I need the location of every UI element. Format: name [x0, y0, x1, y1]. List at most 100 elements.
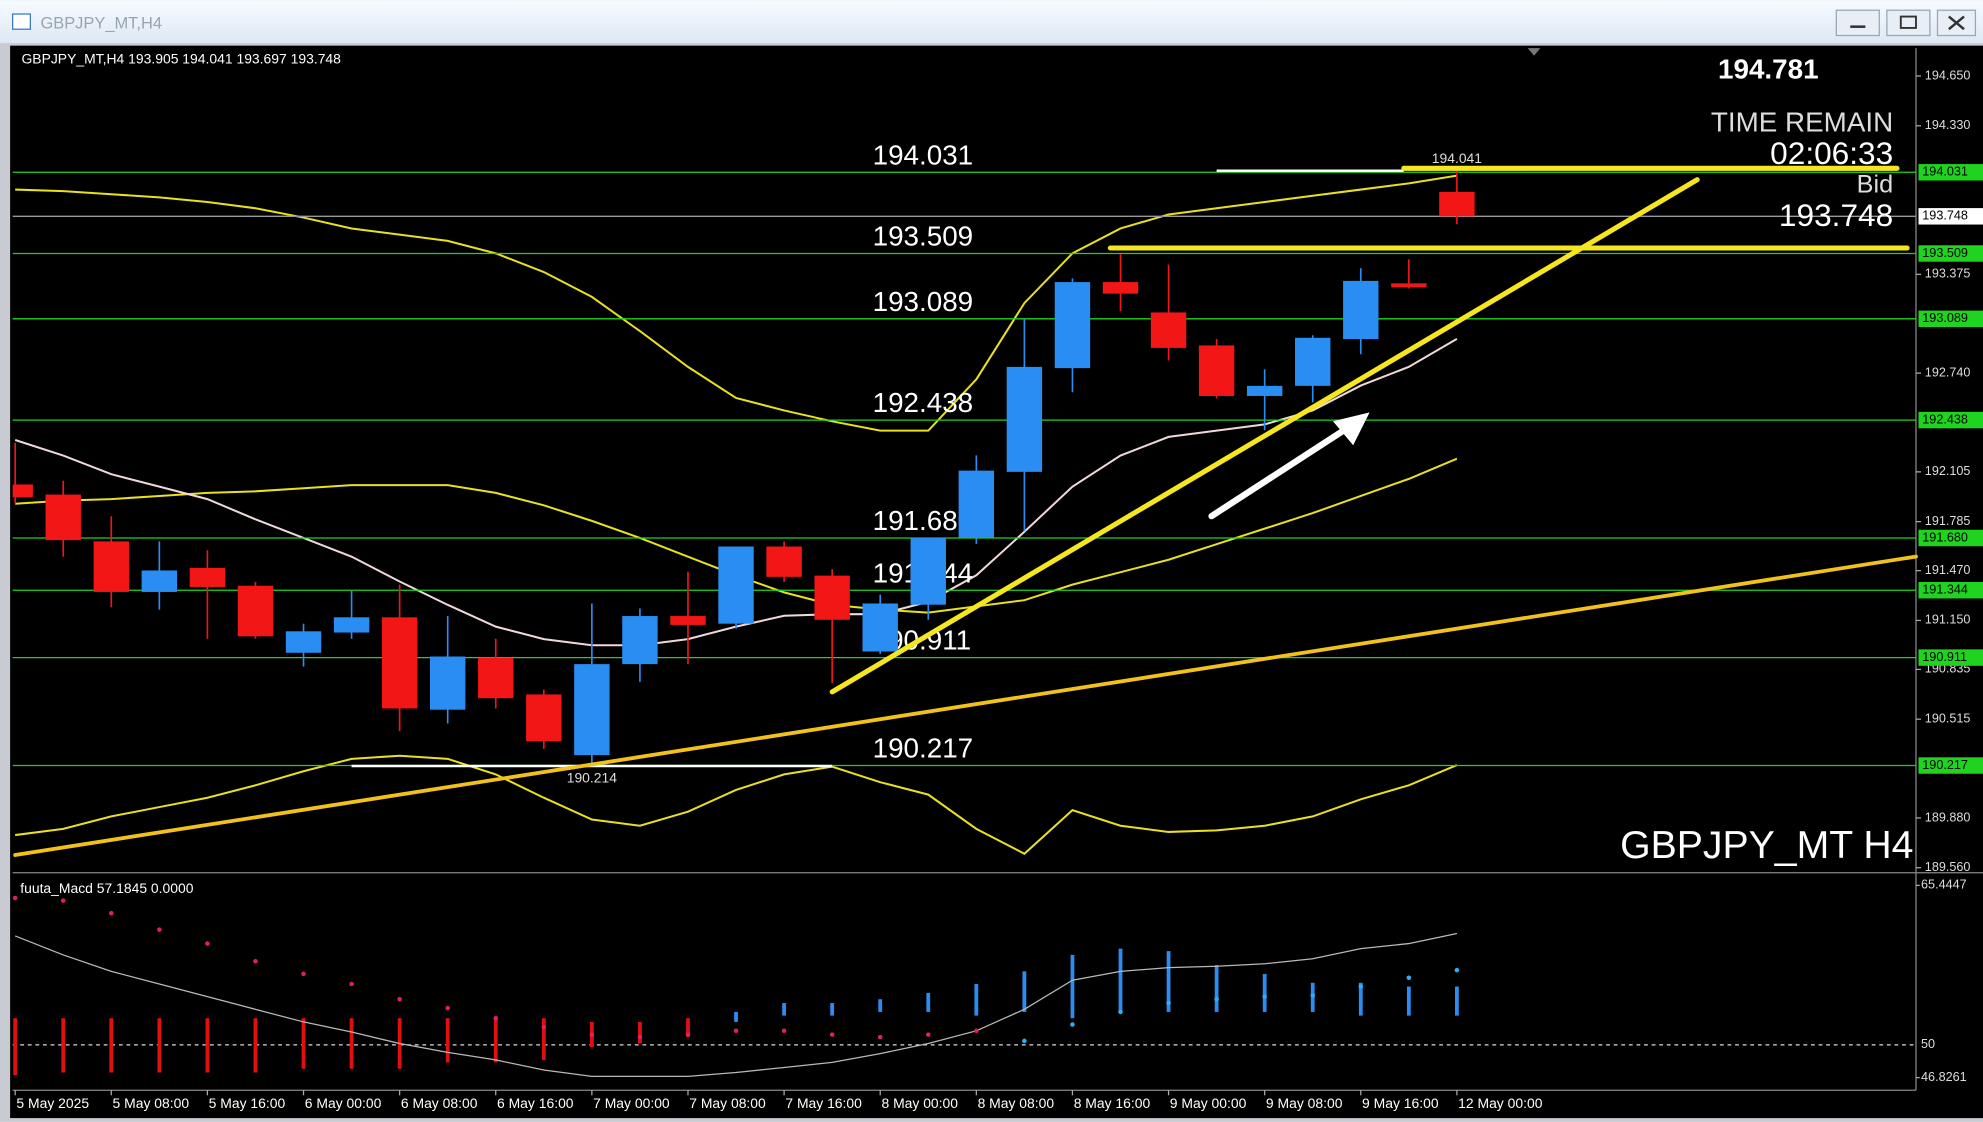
candle-body: [718, 546, 754, 624]
candle-body: [1054, 282, 1091, 369]
shift-marker: [1527, 48, 1541, 56]
macd-dot: [349, 981, 354, 987]
macd-dot: [1454, 967, 1460, 973]
header-high: 194.041: [182, 50, 233, 66]
minimize-button[interactable]: [1835, 9, 1880, 37]
candle-body: [574, 664, 610, 756]
macd-dot: [397, 996, 402, 1002]
macd-dot: [1262, 994, 1267, 999]
level-axis-label: 192.438: [1922, 412, 1968, 426]
candle-body: [1295, 337, 1331, 386]
y-tick-label: 193.375: [1925, 267, 1971, 281]
bid-value: 193.748: [1779, 197, 1893, 233]
x-tick-label: 5 May 08:00: [113, 1095, 190, 1111]
level-label: 192.438: [873, 387, 974, 418]
x-tick-label: 8 May 16:00: [1074, 1095, 1151, 1111]
y-tick-label: 194.650: [1925, 68, 1971, 82]
macd-dot: [205, 941, 210, 946]
macd-dot: [781, 1028, 787, 1034]
chart-header: GBPJPY_MT,H4 193.905 194.041 193.697 193…: [21, 50, 341, 66]
macd-dot: [829, 1032, 835, 1037]
macd-readout: 0.0000: [151, 880, 194, 896]
level-label: 191.680: [873, 505, 974, 536]
level-axis-box: [1918, 649, 1983, 666]
macd-bar: [926, 992, 931, 1012]
candle-body: [814, 575, 850, 620]
header-low: 193.697: [236, 50, 287, 66]
indicator-line: [15, 754, 1458, 855]
macd-bar: [1118, 948, 1123, 1012]
macd-bar: [686, 1018, 690, 1038]
candle-body: [141, 570, 178, 592]
y-tick-label: 189.880: [1925, 810, 1971, 824]
macd-bar: [157, 1018, 162, 1073]
x-tick-label: 5 May 2025: [16, 1095, 89, 1111]
macd-bar: [782, 1003, 786, 1016]
arrow-head: [1332, 412, 1370, 446]
x-tick-label: 6 May 00:00: [305, 1095, 382, 1111]
macd-dot: [974, 1028, 979, 1034]
x-tick-label: 7 May 16:00: [785, 1095, 862, 1111]
macd-dot: [1166, 1000, 1171, 1006]
level-axis-box: [1918, 411, 1983, 429]
macd-bar: [1070, 954, 1075, 1019]
candle-body: [910, 537, 946, 605]
macd-dot: [877, 1034, 883, 1040]
title-bar: [0, 0, 1983, 44]
macd-dot: [301, 971, 306, 977]
macd-bar: [1214, 965, 1219, 1012]
indicator-line: [15, 174, 1458, 432]
candle-body: [1343, 280, 1379, 340]
macd-bar: [1358, 982, 1363, 1016]
macd-dot: [1118, 1009, 1123, 1015]
level-axis-box: [1918, 164, 1983, 181]
y-tick-label: 191.150: [1925, 613, 1971, 627]
x-tick-label: 7 May 00:00: [593, 1095, 670, 1111]
macd-bar: [1455, 986, 1459, 1016]
trendlines: [13, 165, 1918, 857]
macd-bar: [61, 1018, 66, 1073]
candle-body: [526, 694, 562, 742]
macd-dot: [157, 927, 162, 932]
macd-dot: [1022, 1038, 1027, 1044]
macd-tick-label: 46.8261: [1921, 1070, 1967, 1084]
x-tick-label: 8 May 00:00: [881, 1095, 958, 1111]
y-tick-label: 190.515: [1925, 712, 1971, 726]
candle-body: [478, 657, 514, 699]
y-tick-label: 192.105: [1925, 464, 1971, 478]
macd-dot: [685, 1032, 691, 1037]
macd-dot: [445, 1005, 450, 1011]
candle-body: [1006, 366, 1043, 472]
x-tick-label: 6 May 16:00: [497, 1095, 574, 1111]
x-tick-label: 9 May 08:00: [1266, 1095, 1343, 1111]
macd-tick-label: 65.4447: [1921, 878, 1967, 892]
time-remain: 02:06:33: [1770, 135, 1893, 171]
candle-body: [1439, 191, 1475, 217]
bid-axis-label: 193.748: [1922, 209, 1968, 223]
candle-body: [766, 546, 802, 577]
trendline: [829, 177, 1700, 695]
macd-bar: [205, 1018, 210, 1073]
level-label: 193.509: [873, 221, 974, 252]
macd-bar: [974, 984, 979, 1016]
bid-label: Bid: [1857, 171, 1894, 199]
macd-header: fuuta_Macd 57.1845 0.0000: [20, 880, 194, 896]
macd-dot: [589, 1032, 595, 1037]
candle-body: [1391, 283, 1427, 288]
x-tick-label: 9 May 16:00: [1362, 1095, 1439, 1111]
header-open: 193.905: [128, 50, 179, 66]
level-axis-label: 191.680: [1922, 530, 1968, 544]
x-tick-label: 12 May 00:00: [1458, 1095, 1543, 1111]
y-tick-label: 192.740: [1925, 365, 1971, 379]
level-axis-label: 193.089: [1922, 311, 1968, 325]
high-marker-label: 194.041: [1432, 150, 1483, 166]
macd-bar: [638, 1021, 642, 1044]
macd-dot: [60, 898, 66, 903]
restore-button[interactable]: [1886, 9, 1931, 37]
macd-bar: [1406, 986, 1411, 1016]
level-axis-box: [1918, 245, 1983, 262]
trendline: [13, 554, 1918, 857]
candle-body: [622, 616, 658, 665]
